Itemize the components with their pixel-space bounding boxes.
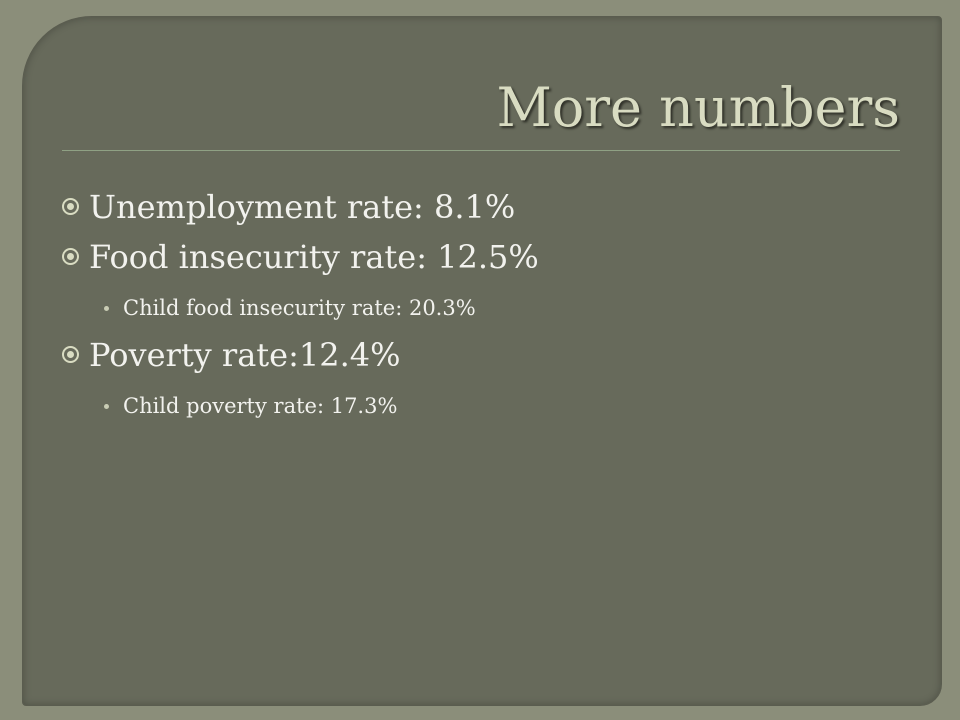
title-rule: [62, 150, 900, 151]
sub-bullet-text: Child poverty rate: 17.3%: [123, 394, 398, 418]
bullet: Food insecurity rate: 12.5%: [62, 238, 539, 276]
bullet: Poverty rate:12.4%: [62, 336, 401, 374]
bullet-icon: [62, 346, 79, 363]
slide-panel: [22, 16, 942, 706]
sub-bullet-text: Child food insecurity rate: 20.3%: [123, 296, 476, 320]
sub-bullet: Child food insecurity rate: 20.3%: [104, 296, 476, 320]
bullet-text: Unemployment rate: 8.1%: [89, 188, 516, 226]
sub-bullet: Child poverty rate: 17.3%: [104, 394, 397, 418]
bullet-text: Food insecurity rate: 12.5%: [89, 238, 539, 276]
bullet: Unemployment rate: 8.1%: [62, 188, 515, 226]
sub-bullet-icon: [104, 306, 109, 311]
bullet-text: Poverty rate:12.4%: [89, 336, 401, 374]
bullet-icon: [62, 248, 79, 265]
slide-title: More numbers: [496, 76, 900, 139]
bullet-icon: [62, 198, 79, 215]
sub-bullet-icon: [104, 404, 109, 409]
